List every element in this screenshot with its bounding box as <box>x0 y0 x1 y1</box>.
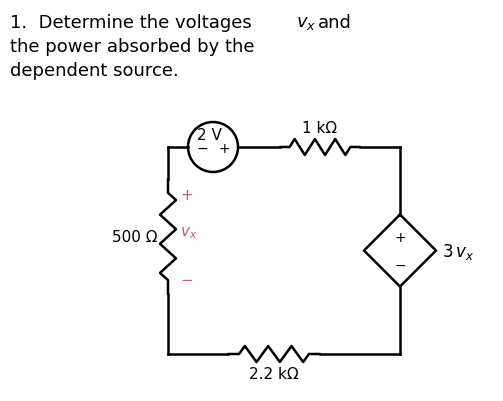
Text: 1.  Determine the voltages: 1. Determine the voltages <box>10 14 258 32</box>
Text: the power absorbed by the: the power absorbed by the <box>10 38 255 56</box>
Text: 500 Ω: 500 Ω <box>113 229 158 244</box>
Text: 2.2 kΩ: 2.2 kΩ <box>249 366 299 381</box>
Text: −: − <box>196 142 208 156</box>
Text: 1 kΩ: 1 kΩ <box>302 121 338 136</box>
Text: +: + <box>180 188 193 203</box>
Text: −: − <box>394 258 406 272</box>
Text: $v_x$: $v_x$ <box>296 14 316 32</box>
Text: and: and <box>318 14 352 32</box>
Text: +: + <box>394 231 406 245</box>
Text: dependent source.: dependent source. <box>10 62 179 80</box>
Text: $v_x$: $v_x$ <box>180 225 197 241</box>
Text: $3\,v_x$: $3\,v_x$ <box>442 241 474 261</box>
Text: 2 V: 2 V <box>197 128 221 143</box>
Text: +: + <box>218 142 230 156</box>
Text: −: − <box>180 272 193 287</box>
